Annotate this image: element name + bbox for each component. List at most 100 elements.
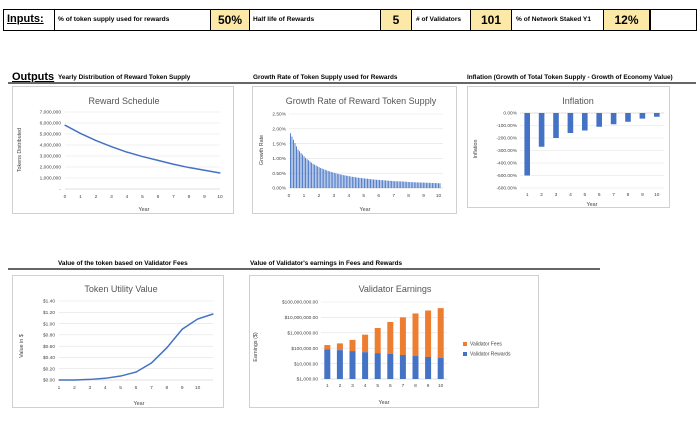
x-axis-label: Year: [587, 202, 598, 208]
bar: [425, 182, 427, 188]
bar: [404, 181, 406, 188]
legend-label: Validator Rewards: [470, 352, 511, 358]
bar: [351, 176, 353, 188]
x-tick-label: 7: [612, 192, 615, 198]
bar: [357, 177, 359, 188]
bar: [373, 179, 374, 188]
data-point: [135, 371, 137, 373]
bar: [582, 113, 588, 131]
data-point: [172, 163, 175, 165]
chart-title: Token Utility Value: [84, 284, 157, 294]
x-tick-label: 2: [339, 383, 342, 389]
x-tick-label: 7: [402, 383, 405, 389]
bar: [350, 176, 352, 188]
y-tick-label: -: [59, 188, 61, 193]
x-tick-label: 7: [392, 193, 395, 199]
bar: [335, 173, 337, 188]
y-tick-label: 0.00%: [503, 111, 517, 117]
section-title-token-value: Value of the token based on Validator Fe…: [58, 260, 188, 267]
bar-fees: [387, 321, 394, 355]
y-tick-label: -500.00%: [496, 173, 517, 179]
bar: [395, 181, 397, 188]
x-tick-label: 6: [135, 385, 138, 391]
data-point: [166, 347, 168, 349]
x-tick-label: 6: [389, 383, 392, 389]
bar: [401, 181, 403, 188]
bar-rewards: [399, 355, 406, 379]
bar: [392, 181, 394, 188]
bar: [368, 178, 370, 188]
y-tick-label: 3,000,000: [40, 154, 62, 160]
y-tick-label: -300.00%: [496, 148, 517, 154]
bar: [639, 113, 646, 119]
x-tick-label: 9: [427, 383, 430, 389]
bar: [419, 182, 421, 188]
bar: [400, 181, 402, 188]
bar: [385, 180, 387, 188]
bar: [329, 171, 331, 188]
data-point: [197, 318, 199, 320]
y-tick-label: 1.00%: [272, 156, 286, 162]
x-tick-label: 1: [79, 194, 82, 200]
token-utility-svg: Token Utility Value Value in $ Year $0.0…: [19, 284, 214, 407]
x-tick-label: 6: [157, 194, 160, 200]
bar: [379, 179, 380, 188]
bar-fees: [425, 310, 432, 357]
x-tick-label: 8: [165, 385, 168, 391]
y-tick-label: $1.00: [43, 321, 55, 327]
bar: [311, 162, 313, 188]
x-tick-label: 5: [119, 385, 122, 391]
reward-schedule-chart: Reward Schedule Tokens Distributed Year …: [12, 86, 234, 214]
network-staked-input[interactable]: 12%: [603, 10, 651, 30]
x-tick-label: 7: [172, 194, 175, 200]
section-title-validator-earnings: Value of Validator's earnings in Fees an…: [250, 260, 403, 267]
bar: [430, 182, 432, 188]
half-life-input[interactable]: 5: [380, 10, 412, 30]
y-tick-label: $100,000,000.00: [282, 300, 318, 306]
legend-swatch-rewards: [463, 352, 467, 356]
y-axis-label: Inflation: [473, 140, 479, 159]
x-tick-label: 2: [95, 194, 98, 200]
y-tick-label: $100,000.00: [291, 346, 318, 352]
bar: [308, 160, 310, 188]
validators-input[interactable]: 101: [470, 10, 512, 30]
reward-share-input[interactable]: 50%: [210, 10, 250, 30]
y-tick-label: 2.50%: [272, 112, 286, 118]
data-point: [126, 151, 128, 153]
data-point: [95, 140, 97, 142]
bar: [428, 182, 430, 188]
x-tick-label: 2: [540, 192, 543, 198]
bar: [363, 178, 365, 188]
bar: [360, 178, 362, 188]
y-tick-label: 7,000,000: [40, 110, 62, 116]
bar: [386, 180, 388, 188]
bar: [327, 170, 329, 188]
x-tick-label: 5: [376, 383, 379, 389]
inputs-heading: Inputs:: [7, 13, 44, 25]
bar-fees: [336, 343, 343, 351]
bar: [303, 156, 305, 188]
y-tick-label: -600.00%: [496, 186, 517, 192]
y-tick-label: 1,000,000: [40, 176, 62, 182]
bar: [610, 113, 617, 125]
bar: [422, 182, 424, 188]
y-axis-label: Earnings ($): [253, 332, 259, 362]
x-tick-label: 8: [188, 194, 191, 200]
data-point: [181, 328, 183, 330]
section-title-growth-rate: Growth Rate of Token Supply used for Rew…: [253, 74, 398, 81]
data-point: [141, 155, 144, 158]
x-tick-label: 4: [126, 194, 129, 200]
bar-rewards: [437, 358, 444, 379]
y-tick-label: 5,000,000: [40, 132, 62, 138]
legend-swatch-fees: [463, 342, 467, 346]
x-tick-label: 10: [654, 192, 660, 198]
y-tick-label: $10,000,000.00: [285, 315, 319, 321]
x-tick-label: 8: [407, 193, 410, 199]
bar: [336, 173, 338, 188]
bar: [330, 171, 332, 188]
x-tick-label: 6: [377, 193, 380, 199]
bar: [321, 168, 323, 188]
y-tick-label: 2,000,000: [40, 165, 62, 171]
bar: [314, 164, 316, 188]
divider: [54, 10, 55, 30]
